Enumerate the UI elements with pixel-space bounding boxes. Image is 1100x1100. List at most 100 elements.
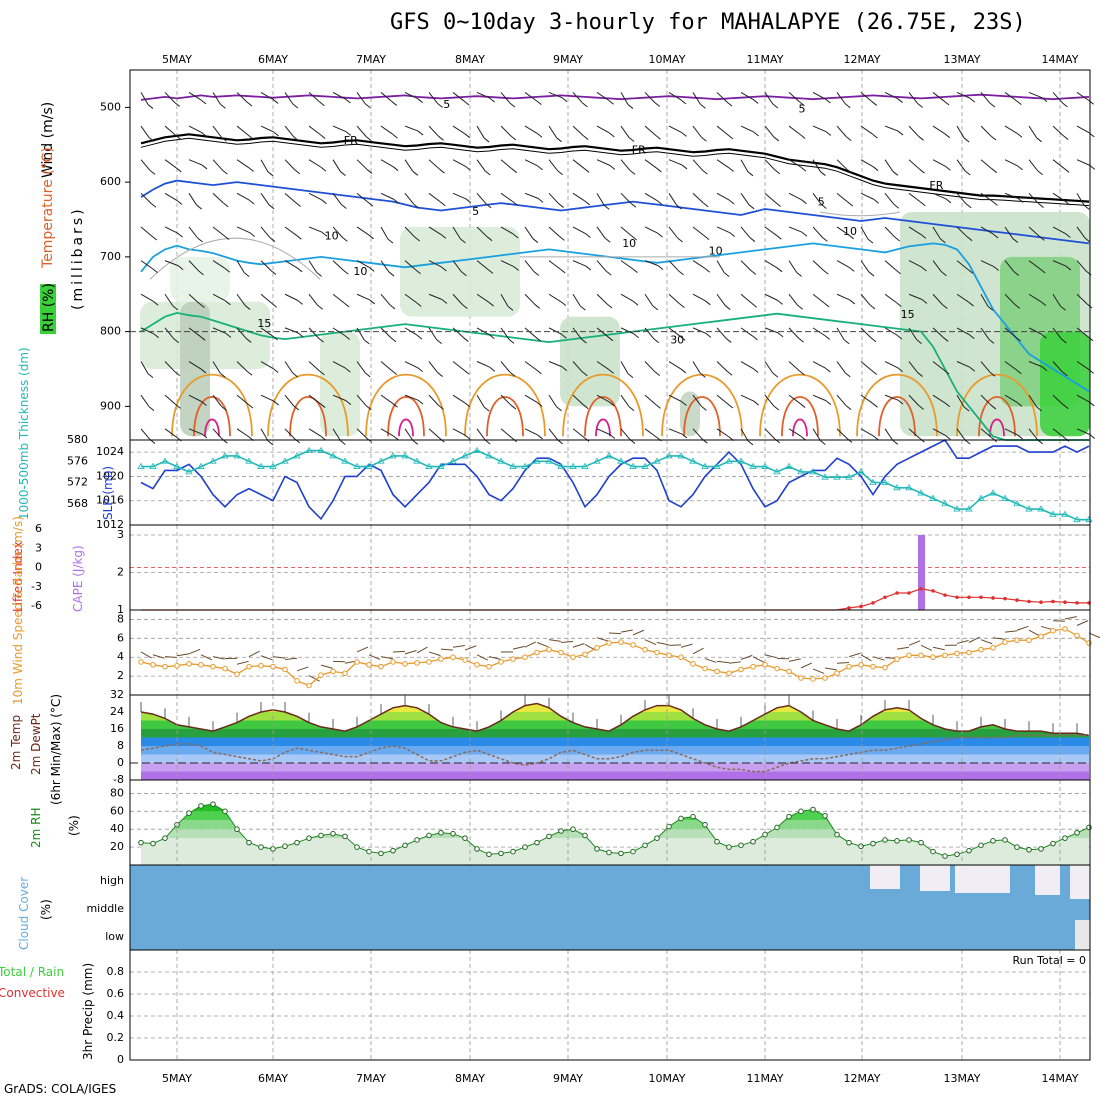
wind-barb [1052,293,1061,307]
wind-barb-flag [1062,102,1068,108]
wind-barb [332,91,346,100]
cape-tick: 1 [117,603,124,616]
wind-barb [716,226,730,234]
wind10-marker [858,661,864,668]
wind-barb-flag [892,440,899,445]
wind-barb-flag [945,198,952,204]
wind-barb-flag [271,302,278,308]
li-tick: 3 [35,541,42,554]
wind10-marker [582,651,588,658]
wind-barb-flag [921,266,927,272]
rh2m-marker [546,833,552,840]
wind-barb [1052,125,1064,136]
wind10-barb [968,636,980,643]
wind10-barb [728,661,741,664]
wind10-marker [426,659,432,665]
wind-barb-flag [800,166,807,172]
wind-barb [788,327,799,339]
rh2m-marker [870,840,876,847]
wind-barb-flag [537,434,543,440]
rh-band [141,804,1089,812]
wind-barb-flag [465,434,471,440]
x-tick-bottom: 5MAY [162,1072,192,1085]
wind10-barb [308,675,320,682]
wind-barb-flag [222,169,228,175]
wind-barb-flag [537,165,543,171]
wind-barb-flag [919,168,925,174]
cloud-high [870,865,900,889]
wind-barb-flag [200,368,207,374]
wind-barb-flag [1016,401,1023,407]
wind-barb-flag [414,236,421,242]
wind-barb [908,428,920,439]
wind10-barb [848,652,861,658]
rh-band [141,820,1089,830]
rh2m-marker [798,808,804,815]
wind-barb [956,125,965,139]
wind-barb-flag [799,134,806,139]
wind10-marker [678,654,684,661]
wind-barb [140,159,151,171]
wind-barb-flag [392,402,398,408]
wind-barb-flag [774,169,781,175]
wind-barb [500,226,514,235]
wind-barb [788,428,802,437]
wind-barb-flag [702,202,709,208]
temp2m-tick: 32 [110,688,124,701]
thickness-marker [665,452,673,459]
lifted-index-marker [931,589,935,593]
wind-barb-flag [345,400,352,406]
wind-barb [980,226,994,235]
thickness-marker [509,462,517,469]
wind-barb [908,92,919,104]
wind-barb [524,226,534,239]
wind-barb [260,226,271,239]
wind-barb-flag [799,403,806,408]
wind-barb [764,226,777,236]
rh2m-tick: 60 [110,804,124,817]
thickness-marker [521,462,529,469]
thickness-marker [197,462,205,469]
wind-barb [212,92,221,105]
wind-barb-flag [747,171,754,177]
wind-barb-flag [777,299,783,305]
rh2m-marker [402,842,408,849]
wind-barb-flag [945,434,951,440]
wind-barb [500,293,509,307]
rh2m-marker [522,844,528,850]
wind10-marker [594,644,600,651]
thickness-marker [449,457,457,464]
wind-barb-flag [944,133,951,139]
wind-barb [404,125,419,132]
thickness-marker [677,452,685,459]
wind-barb-flag [174,371,181,376]
wind10-marker [1050,627,1056,634]
wind-barb [428,159,440,170]
wind-barb-flag [821,204,827,209]
wind-barb [452,159,466,167]
wind-barb [380,293,391,306]
thickness-marker [245,457,253,464]
wind-barb [308,92,320,103]
wind-barb [476,394,485,408]
wind-barb [332,226,343,238]
isotherm-25 [193,396,231,437]
wind10-barb [824,667,837,671]
wind10-barb [404,650,417,655]
thickness-marker [161,457,169,464]
lifted-index-marker [991,596,995,600]
wind-barb [764,293,778,301]
wind10-marker [186,661,192,667]
wind-barb-flag [176,200,183,205]
wind-barb-flag [725,338,732,343]
wind-barb [212,394,222,407]
wind-barb [524,92,537,102]
wind-barb-flag [1039,268,1046,274]
isotherm-label: 10 [622,237,636,250]
wind10-barb [236,660,249,665]
wind-barb-flag [681,132,687,137]
precip-tick: 0.8 [107,965,125,978]
wind-barb [884,226,896,238]
rh2m-marker [666,823,672,830]
wind-barb [1004,293,1016,305]
